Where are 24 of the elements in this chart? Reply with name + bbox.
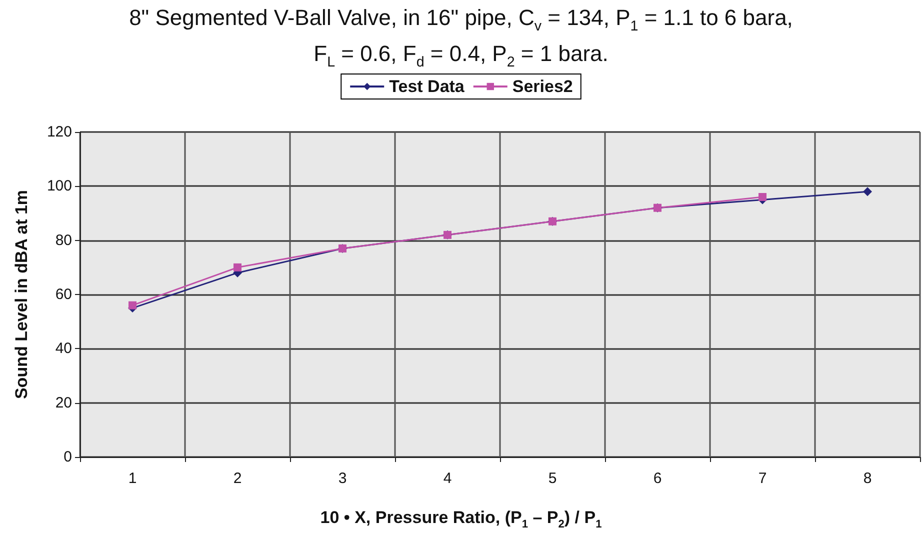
x-tick-label: 7: [758, 470, 767, 487]
x-axis-title: 10 • X, Pressure Ratio, (P$_{1}$ – P$_{2}$) / P$_{1}$: [319, 508, 603, 530]
legend-label: Test Data: [389, 77, 465, 96]
y-tick-label: 40: [55, 340, 72, 358]
y-tick-label: 100: [46, 178, 72, 195]
y-tick-label: 60: [55, 286, 72, 303]
x-tick-label: 5: [548, 470, 557, 487]
point: [863, 187, 872, 196]
x-tick-label: 1: [128, 470, 137, 487]
legend-label: Series2: [512, 77, 573, 96]
y-tick-label: 120: [46, 124, 72, 140]
x-tick-label: 3: [338, 470, 347, 487]
point: [234, 263, 242, 272]
point: [758, 193, 766, 201]
chart-title: 8" Segmented V-Ball Valve, in 16" pipe, C$_{v}$ = 134, P$_{1}$ = 1.1 to 6 bara, F$_{L}$ = 0.6, F$_{d}$ = 0.4, P$_{2}$ = 1 bara.: [129, 5, 793, 71]
y-axis-title: Sound Level in dBA at 1m: [12, 190, 31, 400]
y-tick-label: 0: [64, 448, 72, 466]
y-tick-label: 20: [55, 394, 72, 412]
x-tick-label: 4: [443, 470, 452, 487]
point: [128, 301, 136, 310]
y-tick-label: 80: [55, 232, 72, 249]
x-tick-label: 6: [653, 470, 662, 487]
x-tick-label: 2: [233, 470, 242, 487]
x-tick-label: 8: [863, 470, 872, 487]
